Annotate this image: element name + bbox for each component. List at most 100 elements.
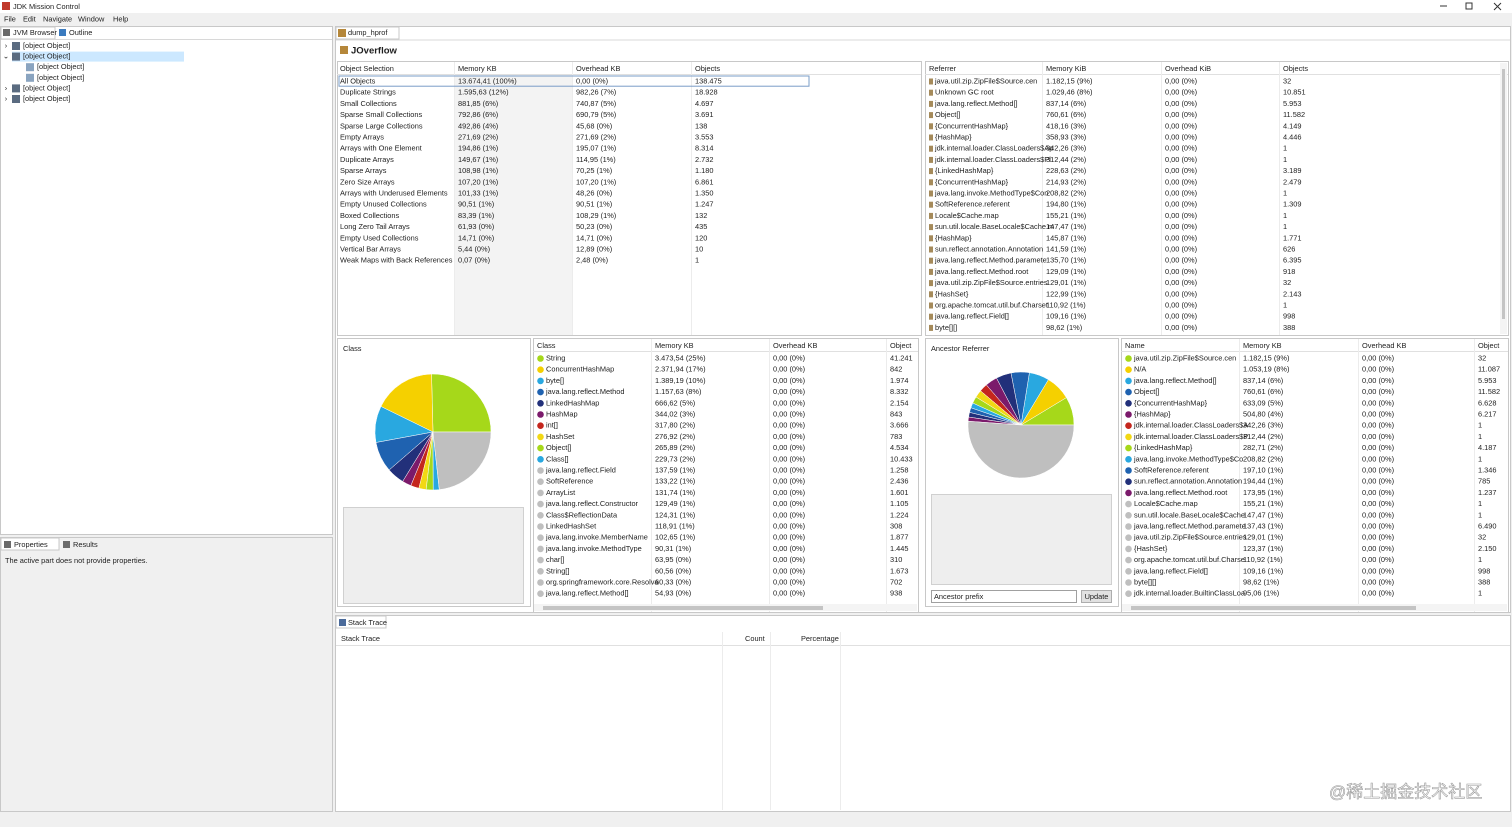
table-cell[interactable]: byte[][] xyxy=(935,323,957,332)
table-cell[interactable]: SoftReference xyxy=(546,477,593,486)
column-header[interactable]: Objects xyxy=(1283,64,1308,73)
tab-label[interactable]: Stack Trace xyxy=(348,618,387,627)
table-cell[interactable]: java.lang.invoke.MethodType$Con xyxy=(934,188,1048,197)
table-cell[interactable]: Unknown GC root xyxy=(935,88,994,97)
column-header[interactable]: Count xyxy=(745,634,765,643)
tab-active[interactable] xyxy=(0,537,60,551)
table-cell[interactable]: java.lang.reflect.Field[] xyxy=(1133,566,1208,575)
table-cell[interactable]: org.apache.tomcat.util.buf.Charse xyxy=(1134,555,1245,564)
tree-item[interactable]: [object Object] xyxy=(23,83,70,92)
h-scroll-thumb[interactable] xyxy=(1131,606,1416,610)
table-cell[interactable]: java.lang.reflect.Field[] xyxy=(934,312,1009,321)
table-cell[interactable]: java.lang.reflect.Method xyxy=(545,387,624,396)
update-button-label[interactable]: Update xyxy=(1085,592,1109,601)
tab-active[interactable] xyxy=(335,615,387,629)
table-cell[interactable]: java.lang.invoke.MethodType$Co xyxy=(1133,454,1243,463)
table-cell[interactable]: Object[] xyxy=(935,110,960,119)
column-header[interactable]: Object Selection xyxy=(340,64,394,73)
table-cell[interactable]: java.util.zip.ZipFile$Source.cen xyxy=(1133,353,1236,362)
tree-item[interactable]: [object Object] xyxy=(23,41,70,50)
table-cell[interactable]: LinkedHashSet xyxy=(546,521,596,530)
tab-label[interactable]: JVM Browser xyxy=(13,28,57,37)
table-cell[interactable]: Boxed Collections xyxy=(340,211,399,220)
table-cell[interactable]: HashMap xyxy=(546,409,578,418)
table-cell[interactable]: java.lang.reflect.Method.paramete xyxy=(1133,521,1246,530)
column-header[interactable]: Memory KB xyxy=(458,64,497,73)
table-cell[interactable]: {HashSet} xyxy=(1134,544,1168,553)
table-cell[interactable]: byte[] xyxy=(546,376,564,385)
table-cell[interactable]: java.util.zip.ZipFile$Source.cen xyxy=(934,76,1037,85)
table-cell[interactable]: {HashMap} xyxy=(935,233,972,242)
scroll-thumb[interactable] xyxy=(1502,69,1505,319)
table-cell[interactable]: java.lang.invoke.MethodType xyxy=(545,544,642,553)
table-cell[interactable]: String[] xyxy=(546,566,569,575)
menu-item[interactable]: Edit xyxy=(23,14,36,23)
table-cell[interactable]: java.lang.reflect.Method.root xyxy=(1133,488,1227,497)
pie-slice[interactable] xyxy=(432,431,492,490)
table-cell[interactable]: {ConcurrentHashMap} xyxy=(1134,398,1208,407)
table-cell[interactable]: {HashSet} xyxy=(935,289,969,298)
table-cell[interactable]: int[] xyxy=(546,421,558,430)
tab-label[interactable]: Outline xyxy=(69,28,92,37)
column-header[interactable]: Stack Trace xyxy=(341,634,380,643)
table-cell[interactable]: Duplicate Strings xyxy=(340,88,396,97)
table-cell[interactable]: N/A xyxy=(1134,365,1146,374)
pie-slice[interactable] xyxy=(431,373,492,433)
column-header[interactable]: Overhead KB xyxy=(1362,341,1406,350)
table-cell[interactable]: jdk.internal.loader.ClassLoaders$Pl xyxy=(934,155,1051,164)
menu-item[interactable]: Navigate xyxy=(43,14,72,23)
column-header[interactable]: Overhead KB xyxy=(773,341,817,350)
table-cell[interactable]: Sparse Small Collections xyxy=(340,110,422,119)
pie-slice[interactable] xyxy=(380,373,434,433)
table-cell[interactable]: {HashMap} xyxy=(935,132,972,141)
table-cell[interactable]: {LinkedHashMap} xyxy=(935,166,994,175)
table-cell[interactable]: jdk.internal.loader.ClassLoaders$A xyxy=(1133,421,1248,430)
table-cell[interactable]: {ConcurrentHashMap} xyxy=(935,177,1009,186)
table-cell[interactable]: java.lang.reflect.Method[] xyxy=(545,589,629,598)
column-header[interactable]: Object xyxy=(1478,341,1499,350)
table-cell[interactable]: Locale$Cache.map xyxy=(935,211,999,220)
table-cell[interactable]: Small Collections xyxy=(340,99,397,108)
tree-item[interactable]: [object Object] xyxy=(37,73,84,82)
menu-item[interactable]: Window xyxy=(78,14,105,23)
table-cell[interactable]: byte[][] xyxy=(1134,577,1156,586)
column-header[interactable]: Referrer xyxy=(929,64,957,73)
pie-slice[interactable] xyxy=(967,420,1075,479)
column-header[interactable]: Memory KiB xyxy=(1046,64,1086,73)
table-cell[interactable]: Object[] xyxy=(1134,387,1159,396)
prefix-input[interactable] xyxy=(931,590,1077,603)
table-cell[interactable]: Arrays with Underused Elements xyxy=(340,188,448,197)
table-cell[interactable]: ConcurrentHashMap xyxy=(546,365,614,374)
tree-item[interactable]: [object Object] xyxy=(23,94,70,103)
table-cell[interactable]: sun.util.locale.BaseLocale$Cache xyxy=(1134,510,1245,519)
column-header[interactable]: Class xyxy=(537,341,556,350)
table-cell[interactable]: sun.reflect.annotation.Annotation xyxy=(1134,477,1242,486)
table-cell[interactable]: java.util.zip.ZipFile$Source.entries xyxy=(1133,533,1247,542)
table-cell[interactable]: sun.reflect.annotation.Annotation xyxy=(935,244,1043,253)
editor-tab[interactable] xyxy=(335,26,400,40)
tab-label[interactable]: Results xyxy=(73,540,98,549)
table-cell[interactable]: Duplicate Arrays xyxy=(340,155,394,164)
table-cell[interactable]: {LinkedHashMap} xyxy=(1134,443,1193,452)
table-cell[interactable]: java.lang.reflect.Method[] xyxy=(934,99,1018,108)
table-cell[interactable]: HashSet xyxy=(546,432,574,441)
h-scroll-thumb[interactable] xyxy=(543,606,823,610)
maximize[interactable] xyxy=(1465,2,1473,10)
table-cell[interactable]: ArrayList xyxy=(546,488,575,497)
table-cell[interactable]: Sparse Large Collections xyxy=(340,121,423,130)
table-cell[interactable]: Vertical Bar Arrays xyxy=(340,244,401,253)
table-cell[interactable]: java.lang.invoke.MemberName xyxy=(545,533,648,542)
table-cell[interactable]: Weak Maps with Back References xyxy=(340,256,453,265)
table-cell[interactable]: jdk.internal.loader.ClassLoaders$P xyxy=(1133,432,1248,441)
menu-item[interactable]: File xyxy=(4,14,16,23)
table-cell[interactable]: sun.util.locale.BaseLocale$Cache.m xyxy=(935,222,1054,231)
column-header[interactable]: Object xyxy=(890,341,911,350)
column-header[interactable]: Objects xyxy=(695,64,720,73)
column-header[interactable]: Overhead KiB xyxy=(1165,64,1211,73)
table-cell[interactable]: java.lang.reflect.Method[] xyxy=(1133,376,1217,385)
tab-label[interactable]: Properties xyxy=(14,540,48,549)
table-cell[interactable]: Empty Used Collections xyxy=(340,233,419,242)
table-cell[interactable]: java.lang.reflect.Method.root xyxy=(934,267,1028,276)
table-cell[interactable]: LinkedHashMap xyxy=(546,398,599,407)
table-cell[interactable]: java.lang.reflect.Constructor xyxy=(545,499,639,508)
